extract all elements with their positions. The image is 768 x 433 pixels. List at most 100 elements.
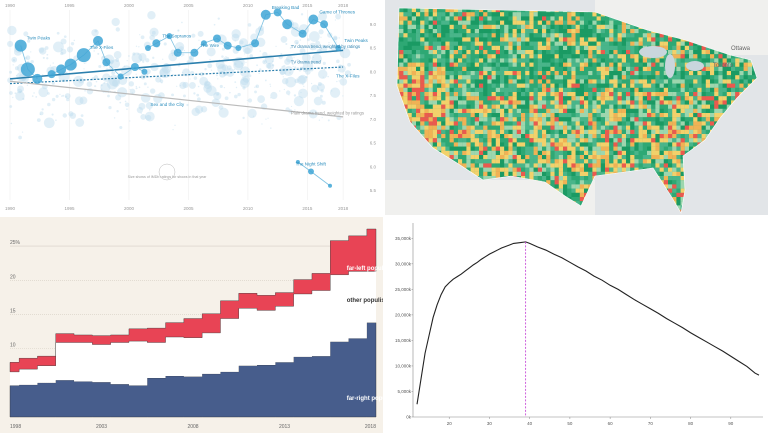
county-cell[interactable] bbox=[470, 75, 475, 80]
county-cell[interactable] bbox=[600, 75, 606, 80]
county-cell[interactable] bbox=[453, 71, 459, 76]
county-cell[interactable] bbox=[483, 20, 488, 25]
county-cell[interactable] bbox=[399, 87, 404, 93]
county-cell[interactable] bbox=[575, 12, 580, 17]
county-cell[interactable] bbox=[479, 20, 484, 25]
county-cell[interactable] bbox=[684, 113, 690, 118]
county-cell[interactable] bbox=[516, 33, 522, 38]
county-cell[interactable] bbox=[693, 79, 698, 84]
county-cell[interactable] bbox=[516, 100, 522, 105]
county-cell[interactable] bbox=[411, 75, 417, 80]
county-cell[interactable] bbox=[701, 138, 706, 143]
county-cell[interactable] bbox=[743, 62, 748, 67]
county-cell[interactable] bbox=[676, 58, 681, 63]
county-cell[interactable] bbox=[672, 134, 677, 139]
county-cell[interactable] bbox=[584, 142, 589, 147]
county-cell[interactable] bbox=[600, 16, 606, 21]
county-cell[interactable] bbox=[638, 104, 643, 109]
county-cell[interactable] bbox=[630, 29, 635, 34]
county-cell[interactable] bbox=[470, 108, 475, 114]
county-cell[interactable] bbox=[626, 45, 631, 51]
county-cell[interactable] bbox=[571, 113, 576, 118]
county-cell[interactable] bbox=[432, 146, 438, 151]
county-cell[interactable] bbox=[722, 100, 727, 105]
county-cell[interactable] bbox=[592, 171, 597, 177]
county-cell[interactable] bbox=[546, 92, 551, 97]
county-cell[interactable] bbox=[537, 113, 543, 118]
county-cell[interactable] bbox=[542, 121, 547, 126]
county-cell[interactable] bbox=[588, 83, 593, 88]
county-cell[interactable] bbox=[680, 104, 685, 109]
county-cell[interactable] bbox=[605, 108, 610, 114]
county-cell[interactable] bbox=[663, 184, 669, 189]
county-cell[interactable] bbox=[445, 58, 450, 63]
county-cell[interactable] bbox=[500, 171, 505, 177]
county-cell[interactable] bbox=[537, 167, 543, 172]
county-cell[interactable] bbox=[617, 24, 622, 30]
county-cell[interactable] bbox=[462, 66, 467, 72]
county-cell[interactable] bbox=[411, 20, 417, 25]
county-cell[interactable] bbox=[550, 75, 555, 80]
county-cell[interactable] bbox=[630, 159, 635, 164]
county-cell[interactable] bbox=[537, 33, 543, 38]
county-cell[interactable] bbox=[453, 33, 459, 38]
county-cell[interactable] bbox=[500, 129, 505, 135]
county-cell[interactable] bbox=[508, 50, 513, 55]
county-cell[interactable] bbox=[500, 37, 505, 42]
county-cell[interactable] bbox=[458, 8, 463, 13]
county-cell[interactable] bbox=[579, 29, 585, 34]
county-cell[interactable] bbox=[491, 66, 496, 72]
county-cell[interactable] bbox=[567, 54, 572, 59]
county-cell[interactable] bbox=[655, 113, 660, 118]
county-cell[interactable] bbox=[579, 146, 585, 151]
county-cell[interactable] bbox=[542, 142, 547, 147]
county-cell[interactable] bbox=[626, 33, 631, 38]
county-cell[interactable] bbox=[668, 96, 673, 101]
county-cell[interactable] bbox=[592, 24, 597, 30]
county-cell[interactable] bbox=[521, 121, 526, 126]
county-cell[interactable] bbox=[634, 100, 639, 105]
county-cell[interactable] bbox=[605, 134, 610, 139]
county-cell[interactable] bbox=[462, 75, 467, 80]
county-cell[interactable] bbox=[697, 83, 702, 88]
county-cell[interactable] bbox=[617, 92, 622, 97]
county-cell[interactable] bbox=[533, 75, 538, 80]
county-cell[interactable] bbox=[676, 96, 681, 101]
county-cell[interactable] bbox=[533, 138, 538, 143]
county-cell[interactable] bbox=[437, 142, 442, 147]
county-cell[interactable] bbox=[563, 108, 568, 114]
county-cell[interactable] bbox=[470, 54, 475, 59]
county-cell[interactable] bbox=[558, 16, 564, 21]
county-cell[interactable] bbox=[474, 155, 480, 160]
county-cell[interactable] bbox=[516, 134, 522, 139]
county-cell[interactable] bbox=[613, 20, 618, 25]
county-cell[interactable] bbox=[575, 159, 580, 164]
county-cell[interactable] bbox=[420, 113, 425, 118]
county-cell[interactable] bbox=[546, 83, 551, 88]
county-cell[interactable] bbox=[479, 92, 484, 97]
county-cell[interactable] bbox=[554, 92, 559, 97]
county-cell[interactable] bbox=[689, 58, 694, 63]
county-cell[interactable] bbox=[600, 129, 606, 135]
county-cell[interactable] bbox=[668, 83, 673, 88]
county-cell[interactable] bbox=[508, 54, 513, 59]
county-cell[interactable] bbox=[558, 104, 564, 109]
county-cell[interactable] bbox=[479, 100, 484, 105]
county-cell[interactable] bbox=[529, 54, 534, 59]
county-cell[interactable] bbox=[558, 41, 564, 46]
county-cell[interactable] bbox=[512, 117, 517, 122]
county-cell[interactable] bbox=[731, 62, 736, 67]
county-cell[interactable] bbox=[705, 96, 711, 101]
county-cell[interactable] bbox=[403, 100, 408, 105]
county-cell[interactable] bbox=[508, 125, 513, 130]
county-cell[interactable] bbox=[533, 108, 538, 114]
county-cell[interactable] bbox=[550, 54, 555, 59]
county-cell[interactable] bbox=[584, 184, 589, 189]
county-cell[interactable] bbox=[449, 155, 454, 160]
county-cell[interactable] bbox=[584, 79, 589, 84]
county-cell[interactable] bbox=[516, 62, 522, 67]
county-cell[interactable] bbox=[689, 50, 694, 55]
county-cell[interactable] bbox=[500, 24, 505, 30]
county-cell[interactable] bbox=[659, 100, 664, 105]
county-cell[interactable] bbox=[466, 20, 471, 25]
